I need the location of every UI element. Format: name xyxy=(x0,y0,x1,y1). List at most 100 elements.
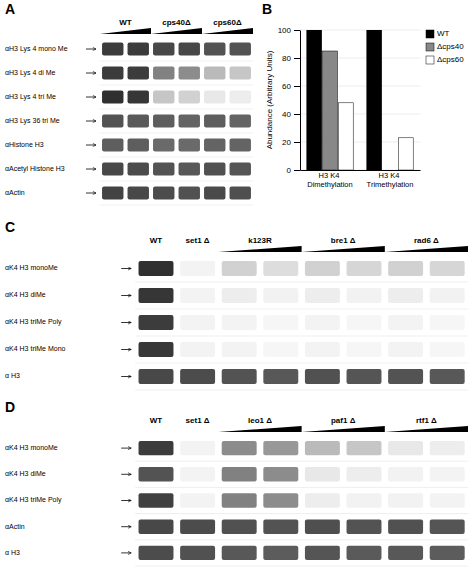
blot-band xyxy=(153,162,174,175)
blot-band xyxy=(430,369,465,384)
blot-band xyxy=(388,315,423,330)
tick-label: 100 xyxy=(278,26,292,35)
row-separator xyxy=(135,363,468,364)
blot-panel: AWTcps40Δcps60ΔαH3 Lys 4 mono MeαH3 Lys … xyxy=(5,1,253,205)
blot-band xyxy=(139,493,174,507)
row-arrow xyxy=(86,193,96,194)
blot-band xyxy=(347,546,382,560)
row-arrow xyxy=(121,295,131,296)
row-label: αH3 Lys 36 tri Me xyxy=(5,117,60,125)
bar xyxy=(307,30,322,170)
lane-group-label: WT xyxy=(150,416,163,425)
blot-band xyxy=(263,493,298,507)
blot-band xyxy=(222,315,257,330)
lane-group-label: leo1 Δ xyxy=(248,416,272,425)
row-label: αAcetyl Histone H3 xyxy=(5,165,65,173)
lane-group-label: WT xyxy=(119,18,132,27)
blot-band xyxy=(180,546,215,560)
row-arrow xyxy=(86,121,96,122)
row-arrow xyxy=(121,349,131,350)
blot-band xyxy=(263,288,298,303)
lane-group-label: WT xyxy=(150,236,163,245)
row-separator xyxy=(100,109,253,110)
row-label: αH3 Lys 4 di Me xyxy=(5,69,56,77)
row-separator xyxy=(135,539,468,540)
blot-band xyxy=(305,467,340,481)
blot-band xyxy=(139,342,174,357)
blot-band xyxy=(204,138,225,151)
blot-band xyxy=(222,342,257,357)
blot-band xyxy=(347,493,382,507)
row-separator xyxy=(100,133,253,134)
legend-item: Δcps40 xyxy=(426,42,464,51)
blot-band xyxy=(102,66,123,79)
tick-mark xyxy=(294,170,300,171)
blot-band xyxy=(347,342,382,357)
blot-band xyxy=(180,441,215,455)
blot-band xyxy=(305,519,340,533)
y-tick: 100 xyxy=(278,26,300,35)
lane-group-label: set1 Δ xyxy=(186,236,210,245)
bar xyxy=(367,30,382,170)
row-label: αK4 H3 monoMe xyxy=(5,444,58,451)
blot-band xyxy=(180,342,215,357)
legend-label: Δcps60 xyxy=(437,55,464,64)
blot-band xyxy=(179,66,200,79)
blot-band xyxy=(180,315,215,330)
blot-band xyxy=(153,42,174,55)
tick-mark xyxy=(294,58,300,59)
tick-label: 80 xyxy=(282,54,291,63)
blot-band xyxy=(230,186,251,199)
lane-group-label: paf1 Δ xyxy=(331,416,356,425)
tick-mark xyxy=(294,30,300,31)
row-separator xyxy=(100,85,253,86)
lane-triangle xyxy=(202,28,253,34)
legend-swatch xyxy=(426,56,434,64)
row-separator xyxy=(135,309,468,310)
row-separator xyxy=(100,181,253,182)
lane-group-label: cps40Δ xyxy=(162,18,191,27)
blot-band xyxy=(305,493,340,507)
blot-band xyxy=(305,261,340,276)
panel-title: B xyxy=(262,1,272,17)
blot-band xyxy=(347,467,382,481)
blot-band xyxy=(230,138,251,151)
legend-item: WT xyxy=(426,29,450,38)
blot-band xyxy=(179,162,200,175)
lane-group-label: set1 Δ xyxy=(186,416,210,425)
y-tick: 80 xyxy=(282,54,300,63)
lane-group-label: bre1 Δ xyxy=(331,236,356,245)
blot-band xyxy=(153,114,174,127)
blot-band xyxy=(430,288,465,303)
tick-mark xyxy=(294,142,300,143)
blot-band xyxy=(179,138,200,151)
lane-triangle xyxy=(218,426,301,432)
blot-band xyxy=(102,138,123,151)
legend-swatch xyxy=(426,43,434,51)
legend-item: Δcps60 xyxy=(426,55,464,64)
row-arrow xyxy=(121,552,131,553)
tick-mark xyxy=(294,86,300,87)
x-axis: H3 K4 DimethylationH3 K4 Trimethylation xyxy=(301,170,421,189)
blot-band xyxy=(347,288,382,303)
bar xyxy=(323,51,338,170)
blot-band xyxy=(430,467,465,481)
panel-title: A xyxy=(5,1,15,17)
blot-band xyxy=(347,519,382,533)
row-separator xyxy=(135,461,468,462)
blot-band xyxy=(179,114,200,127)
blot-band xyxy=(430,493,465,507)
blot-band xyxy=(430,261,465,276)
row-label: αK4 H3 triMe Poly xyxy=(5,318,62,326)
blot-band xyxy=(222,441,257,455)
legend-swatch xyxy=(426,30,434,38)
blot-band xyxy=(347,441,382,455)
blot-band xyxy=(128,162,149,175)
blot-band xyxy=(128,66,149,79)
legend-label: Δcps40 xyxy=(437,42,464,51)
blot-band xyxy=(204,66,225,79)
row-label: α H3 xyxy=(5,372,20,379)
blot-band xyxy=(388,369,423,384)
blot-band xyxy=(430,315,465,330)
blot-band xyxy=(230,42,251,55)
